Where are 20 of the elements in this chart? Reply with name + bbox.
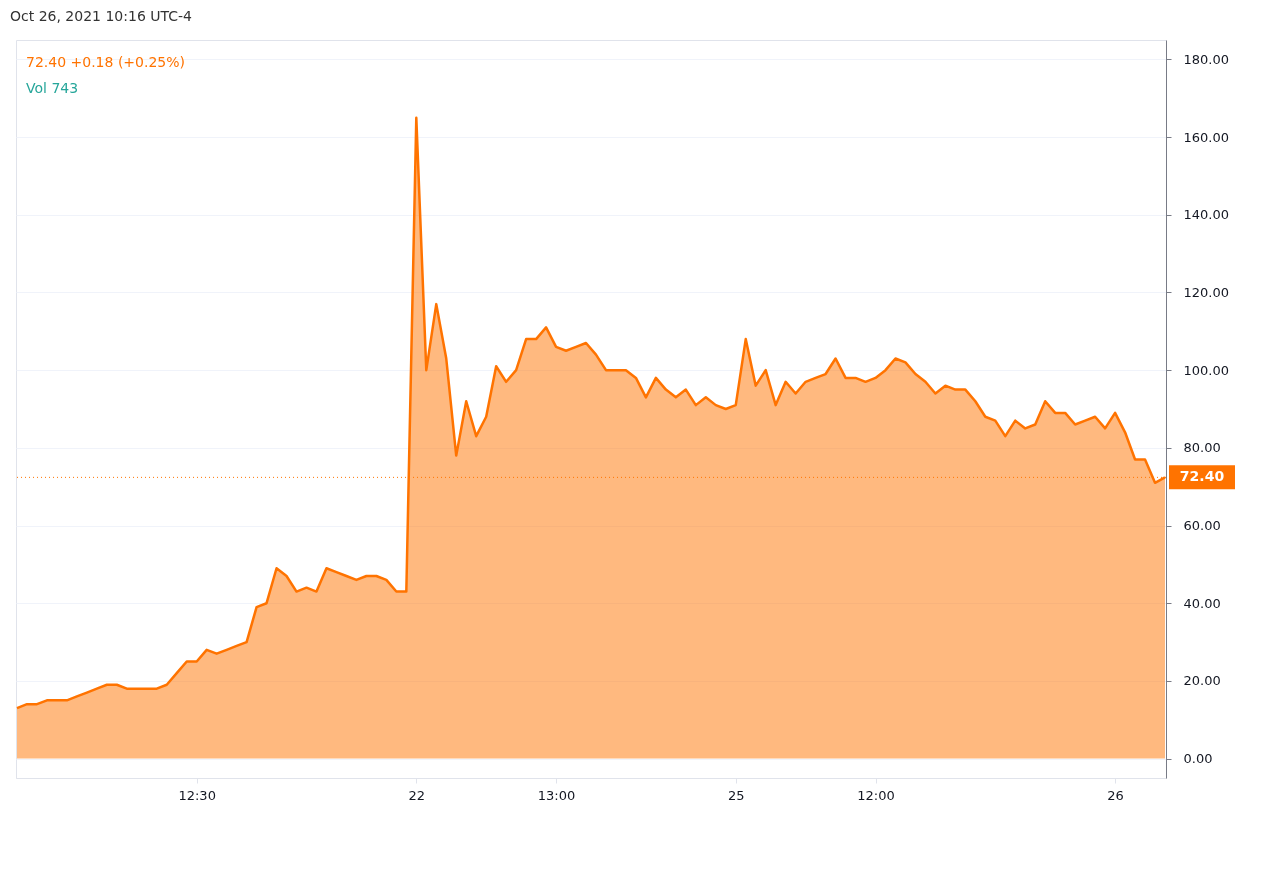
y-tick-label: 20.00 [1183, 673, 1221, 689]
ref-line-label: 72.40 [1179, 468, 1225, 485]
y-tick-label: 0.00 [1183, 751, 1213, 767]
y-tick-label: 140.00 [1183, 207, 1229, 223]
x-tick-label: 22 [408, 787, 426, 803]
x-tick-label: 12:30 [178, 787, 216, 803]
x-tick-label: 26 [1107, 787, 1124, 803]
x-tick-label: 12:00 [857, 787, 895, 803]
x-tick-label: 13:00 [537, 787, 576, 803]
annotation: Vol 743 [26, 80, 79, 96]
y-tick-label: 160.00 [1183, 129, 1229, 145]
y-tick-label: 60.00 [1183, 518, 1221, 534]
y-tick-label: 40.00 [1183, 595, 1221, 611]
y-tick-label: 100.00 [1183, 362, 1229, 378]
y-tick-label: 180.00 [1183, 51, 1229, 67]
y-tick-label: 80.00 [1183, 440, 1221, 456]
x-tick-label: 25 [727, 787, 745, 803]
annotation: 72.40 +0.18 (+0.25%) [26, 54, 186, 70]
y-tick-label: 120.00 [1183, 284, 1229, 300]
text: Oct 26, 2021 10:16 UTC-4 [10, 8, 192, 24]
